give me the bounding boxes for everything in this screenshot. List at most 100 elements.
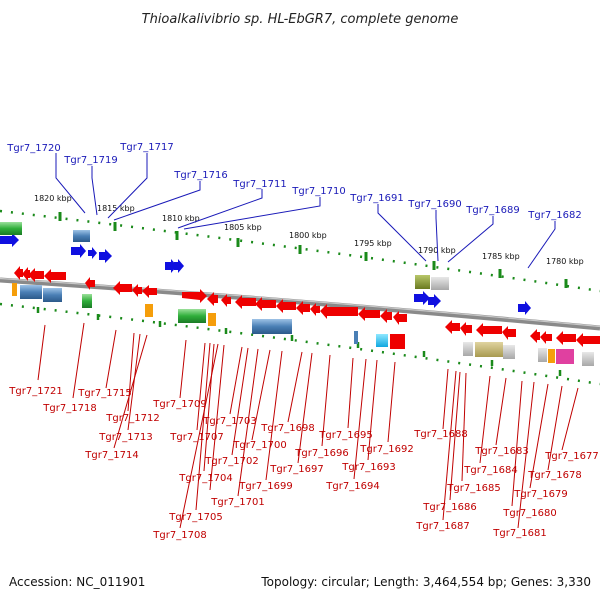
reverse-gene[interactable]: [113, 281, 132, 295]
gene-label-bottom[interactable]: Tgr7_1699: [238, 481, 292, 492]
feature-block[interactable]: [43, 288, 62, 302]
gene-label-top[interactable]: Tgr7_1689: [465, 205, 519, 216]
reverse-gene[interactable]: [28, 268, 44, 282]
gene-label-bottom[interactable]: Tgr7_1700: [232, 440, 286, 451]
reverse-gene[interactable]: [14, 266, 23, 280]
reverse-gene[interactable]: [556, 331, 576, 345]
feature-block[interactable]: [376, 334, 388, 347]
gene-label-bottom[interactable]: Tgr7_1683: [474, 446, 528, 457]
gene-label-bottom[interactable]: Tgr7_1679: [513, 489, 567, 500]
reverse-gene[interactable]: [310, 303, 320, 316]
gene-label-bottom[interactable]: Tgr7_1705: [168, 512, 222, 523]
forward-gene[interactable]: [99, 249, 112, 263]
feature-block[interactable]: [82, 294, 92, 308]
reverse-gene[interactable]: [530, 329, 540, 343]
gene-label-bottom[interactable]: Tgr7_1695: [318, 430, 372, 441]
gene-label-bottom[interactable]: Tgr7_1678: [527, 470, 581, 481]
reverse-gene[interactable]: [142, 285, 157, 298]
gene-label-top[interactable]: Tgr7_1716: [173, 170, 227, 181]
feature-block[interactable]: [475, 342, 503, 357]
reverse-gene[interactable]: [44, 269, 66, 283]
gene-label-bottom[interactable]: Tgr7_1694: [325, 481, 379, 492]
reverse-gene[interactable]: [255, 297, 276, 311]
gene-label-bottom[interactable]: Tgr7_1707: [169, 432, 223, 443]
gene-label-bottom[interactable]: Tgr7_1677: [544, 451, 598, 462]
gene-label-bottom[interactable]: Tgr7_1685: [446, 483, 500, 494]
reverse-gene[interactable]: [207, 292, 218, 306]
reverse-gene[interactable]: [235, 295, 256, 309]
gene-label-bottom[interactable]: Tgr7_1686: [422, 502, 476, 513]
forward-gene[interactable]: [174, 259, 184, 273]
gene-label-bottom[interactable]: Tgr7_1696: [294, 448, 348, 459]
reverse-gene[interactable]: [576, 333, 600, 347]
gene-label-bottom[interactable]: Tgr7_1712: [105, 413, 159, 424]
reverse-gene[interactable]: [540, 331, 552, 344]
gene-label-bottom[interactable]: Tgr7_1681: [492, 528, 546, 539]
gene-label-top[interactable]: Tgr7_1710: [291, 186, 345, 197]
feature-block[interactable]: [20, 285, 42, 299]
gene-label-bottom[interactable]: Tgr7_1714: [84, 450, 138, 461]
gene-label-bottom[interactable]: Tgr7_1692: [359, 444, 413, 455]
forward-gene[interactable]: [0, 233, 19, 247]
reverse-gene[interactable]: [380, 309, 392, 323]
feature-block[interactable]: [415, 275, 430, 289]
feature-block[interactable]: [463, 342, 473, 356]
gene-label-top[interactable]: Tgr7_1691: [349, 193, 403, 204]
feature-block[interactable]: [0, 222, 22, 235]
feature-block[interactable]: [12, 283, 17, 296]
reverse-gene[interactable]: [85, 277, 95, 290]
gene-label-bottom[interactable]: Tgr7_1713: [98, 432, 152, 443]
gene-label-top[interactable]: Tgr7_1690: [407, 199, 461, 210]
gene-label-bottom[interactable]: Tgr7_1709: [152, 399, 206, 410]
gene-label-bottom[interactable]: Tgr7_1680: [502, 508, 556, 519]
forward-gene[interactable]: [414, 291, 430, 305]
forward-gene[interactable]: [71, 244, 86, 258]
reverse-gene[interactable]: [132, 284, 142, 297]
reverse-gene[interactable]: [460, 322, 472, 336]
feature-block[interactable]: [208, 313, 216, 326]
forward-gene[interactable]: [428, 294, 441, 308]
gene-label-bottom[interactable]: Tgr7_1708: [152, 530, 206, 541]
feature-block[interactable]: [178, 309, 206, 323]
reverse-gene[interactable]: [22, 267, 30, 281]
gene-label-bottom[interactable]: Tgr7_1715: [77, 388, 131, 399]
gene-label-top[interactable]: Tgr7_1711: [232, 179, 286, 190]
reverse-gene[interactable]: [320, 304, 358, 319]
feature-block[interactable]: [145, 304, 153, 317]
gene-label-top[interactable]: Tgr7_1717: [119, 142, 173, 153]
reverse-gene[interactable]: [358, 307, 380, 321]
gene-label-bottom[interactable]: Tgr7_1697: [269, 464, 323, 475]
gene-label-bottom[interactable]: Tgr7_1693: [341, 462, 395, 473]
reverse-gene[interactable]: [393, 311, 407, 325]
gene-label-bottom[interactable]: Tgr7_1704: [178, 473, 232, 484]
gene-label-bottom[interactable]: Tgr7_1698: [260, 423, 314, 434]
gene-label-bottom[interactable]: Tgr7_1688: [413, 429, 467, 440]
feature-block[interactable]: [73, 230, 90, 242]
gene-label-bottom[interactable]: Tgr7_1721: [8, 386, 62, 397]
feature-block[interactable]: [431, 277, 449, 290]
reverse-gene[interactable]: [221, 294, 231, 307]
feature-block[interactable]: [503, 345, 515, 359]
reverse-gene[interactable]: [476, 323, 502, 337]
reverse-gene[interactable]: [445, 320, 460, 334]
feature-block[interactable]: [582, 352, 594, 366]
gene-label-bottom[interactable]: Tgr7_1684: [463, 465, 517, 476]
feature-block[interactable]: [538, 348, 547, 362]
reverse-gene[interactable]: [182, 289, 207, 303]
reverse-gene[interactable]: [276, 299, 296, 313]
gene-label-top[interactable]: Tgr7_1720: [6, 143, 60, 154]
gene-label-bottom[interactable]: Tgr7_1687: [415, 521, 469, 532]
gene-label-bottom[interactable]: Tgr7_1703: [202, 416, 256, 427]
reverse-gene[interactable]: [296, 301, 310, 315]
feature-block[interactable]: [252, 319, 292, 334]
forward-gene[interactable]: [518, 301, 531, 315]
feature-block[interactable]: [354, 331, 358, 344]
gene-label-bottom[interactable]: Tgr7_1718: [42, 403, 96, 414]
feature-block[interactable]: [390, 334, 405, 349]
gene-label-bottom[interactable]: Tgr7_1701: [210, 497, 264, 508]
gene-label-top[interactable]: Tgr7_1682: [527, 210, 581, 221]
forward-gene[interactable]: [88, 247, 97, 259]
gene-label-top[interactable]: Tgr7_1719: [63, 155, 117, 166]
reverse-gene[interactable]: [502, 326, 516, 340]
feature-block[interactable]: [556, 349, 574, 364]
